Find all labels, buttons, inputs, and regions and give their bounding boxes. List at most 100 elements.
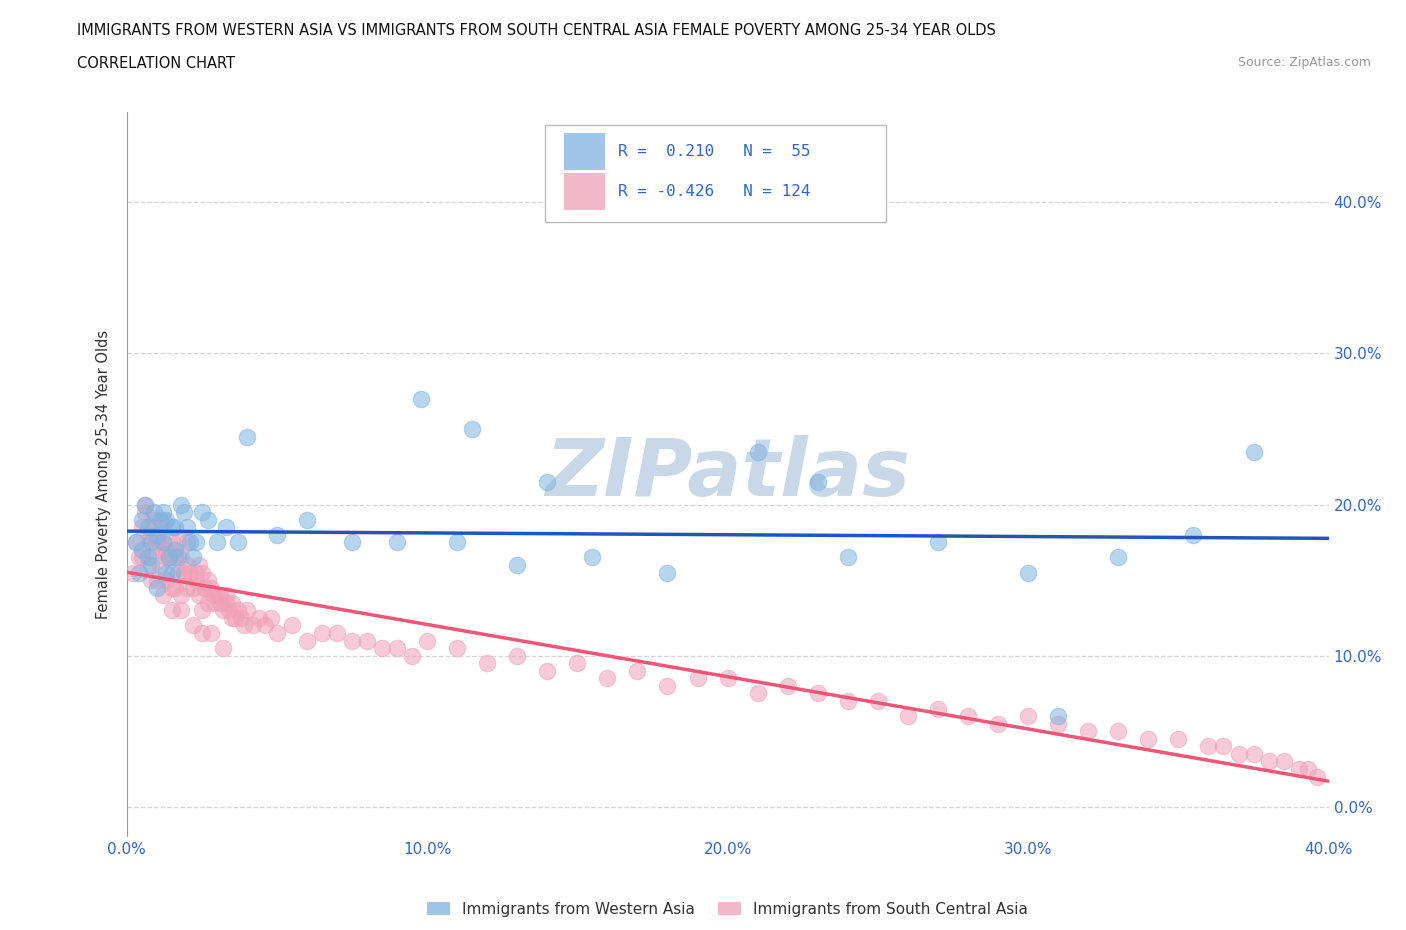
Point	[152, 535, 174, 550]
Point	[385, 535, 408, 550]
Point	[716, 671, 740, 685]
Point	[226, 535, 249, 550]
Point	[152, 588, 174, 603]
Point	[205, 535, 228, 550]
FancyBboxPatch shape	[564, 133, 605, 169]
Point	[657, 679, 679, 694]
Point	[208, 588, 231, 603]
Point	[266, 626, 288, 641]
Point	[176, 520, 198, 535]
Text: R = -0.426   N = 124: R = -0.426 N = 124	[619, 184, 811, 199]
Point	[686, 671, 709, 685]
Point	[1137, 731, 1160, 746]
Text: R =  0.210   N =  55: R = 0.210 N = 55	[619, 144, 811, 159]
Point	[139, 535, 162, 550]
Point	[160, 520, 183, 535]
Point	[776, 679, 799, 694]
Point	[142, 505, 165, 520]
Point	[131, 520, 153, 535]
Point	[155, 565, 177, 580]
Point	[169, 550, 191, 565]
Point	[409, 392, 432, 406]
Point	[160, 535, 183, 550]
Point	[200, 626, 222, 641]
Point	[1243, 747, 1265, 762]
Point	[157, 550, 180, 565]
Point	[173, 505, 195, 520]
Point	[136, 520, 159, 535]
Text: IMMIGRANTS FROM WESTERN ASIA VS IMMIGRANTS FROM SOUTH CENTRAL ASIA FEMALE POVERT: IMMIGRANTS FROM WESTERN ASIA VS IMMIGRAN…	[77, 23, 997, 38]
Point	[134, 498, 156, 512]
Point	[134, 498, 156, 512]
Point	[142, 512, 165, 527]
Point	[235, 429, 259, 444]
Point	[190, 626, 212, 641]
Point	[506, 558, 529, 573]
Point	[416, 633, 439, 648]
Point	[1047, 716, 1070, 731]
Point	[136, 558, 159, 573]
Point	[536, 663, 558, 678]
Point	[160, 603, 183, 618]
Point	[163, 542, 186, 557]
Point	[202, 595, 225, 610]
Point	[202, 588, 225, 603]
Point	[247, 610, 270, 625]
Point	[131, 512, 153, 527]
Point	[1107, 724, 1129, 738]
FancyBboxPatch shape	[564, 173, 605, 209]
Point	[1197, 738, 1219, 753]
Point	[134, 505, 156, 520]
Point	[197, 512, 219, 527]
Point	[446, 641, 468, 656]
Point	[163, 520, 186, 535]
Point	[145, 527, 167, 542]
Point	[1272, 754, 1295, 769]
Point	[281, 618, 304, 633]
Point	[1288, 762, 1310, 777]
Point	[536, 474, 558, 489]
Point	[295, 512, 318, 527]
Point	[340, 535, 363, 550]
Point	[1243, 445, 1265, 459]
Point	[218, 603, 240, 618]
Point	[197, 573, 219, 588]
Point	[152, 520, 174, 535]
Point	[163, 580, 186, 595]
Point	[139, 542, 162, 557]
Point	[190, 603, 212, 618]
Point	[927, 701, 949, 716]
Point	[1227, 747, 1250, 762]
Point	[184, 565, 207, 580]
Point	[194, 580, 217, 595]
Legend: Immigrants from Western Asia, Immigrants from South Central Asia: Immigrants from Western Asia, Immigrants…	[420, 896, 1035, 923]
Point	[155, 573, 177, 588]
Text: Source: ZipAtlas.com: Source: ZipAtlas.com	[1237, 56, 1371, 69]
Point	[224, 610, 246, 625]
Point	[340, 633, 363, 648]
Point	[155, 542, 177, 557]
Point	[149, 558, 172, 573]
Point	[194, 580, 217, 595]
Point	[461, 421, 484, 436]
Point	[128, 550, 150, 565]
Point	[166, 550, 188, 565]
Point	[160, 580, 183, 595]
Point	[145, 580, 167, 595]
Point	[179, 565, 201, 580]
Point	[956, 709, 979, 724]
Point	[356, 633, 378, 648]
Point	[221, 595, 243, 610]
Point	[184, 535, 207, 550]
Point	[176, 558, 198, 573]
Point	[124, 535, 146, 550]
Point	[215, 588, 238, 603]
Point	[253, 618, 276, 633]
Point	[155, 550, 177, 565]
Point	[311, 626, 333, 641]
Point	[160, 565, 183, 580]
Point	[152, 505, 174, 520]
Point	[1047, 709, 1070, 724]
Point	[232, 618, 254, 633]
Point	[927, 535, 949, 550]
